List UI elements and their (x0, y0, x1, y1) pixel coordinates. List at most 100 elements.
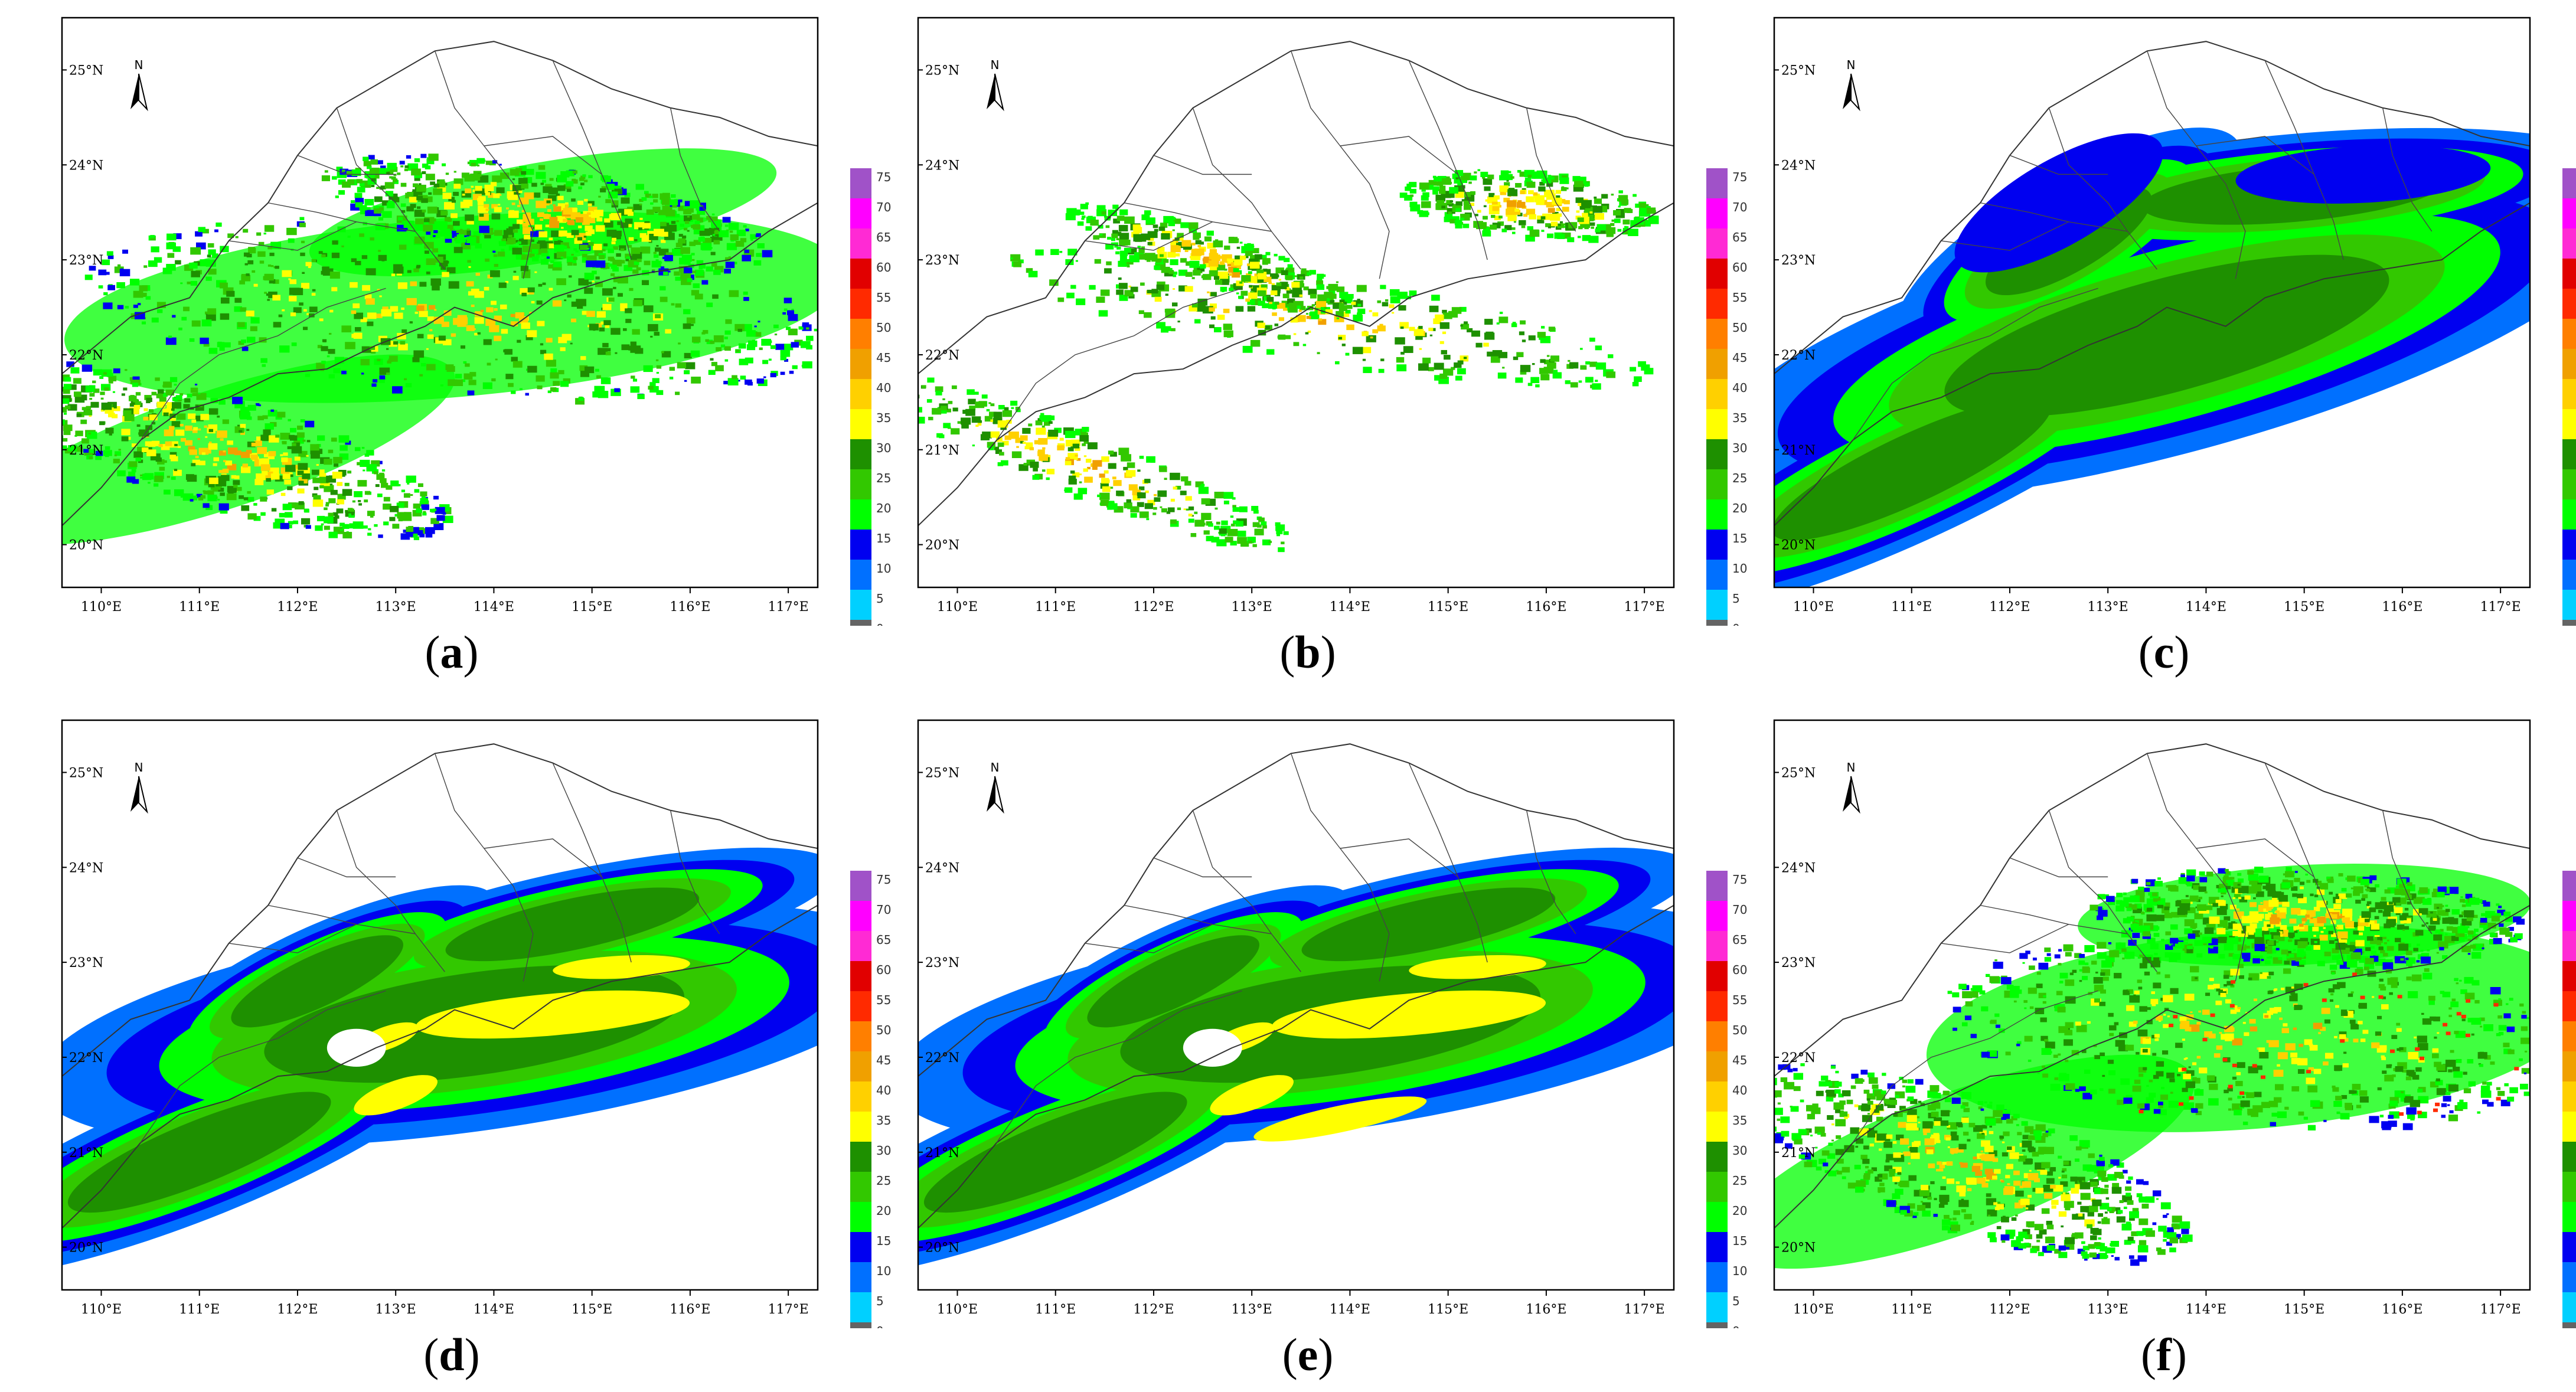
echo-pixel (550, 387, 557, 392)
echo-pixel (972, 445, 975, 447)
echo-pixel (2506, 1026, 2515, 1032)
echo-pixel (140, 474, 143, 476)
echo-pixel (1050, 249, 1059, 255)
echo-pixel (260, 512, 266, 516)
county-border (996, 990, 1242, 1143)
echo-pixel (465, 214, 474, 221)
echo-pixel (2032, 1188, 2038, 1192)
echo-pixel (1353, 300, 1363, 308)
echo-pixel (1126, 499, 1131, 503)
echo-pixel (1431, 295, 1440, 301)
echo-pixel (240, 407, 250, 414)
colorbar-label: 25 (876, 1174, 891, 1188)
echo-pixel (2134, 922, 2138, 924)
echo-pixel (2100, 1188, 2108, 1194)
echo-pixel (2284, 960, 2290, 965)
echo-pixel (1961, 1117, 1969, 1123)
echo-cell (1409, 955, 1546, 979)
echo-pixel (1068, 478, 1077, 485)
echo-pixel (2123, 1206, 2127, 1210)
echo-pixel (548, 187, 559, 195)
echo-pixel (485, 208, 489, 211)
echo-pixel (309, 313, 315, 318)
echo-pixel (213, 457, 220, 462)
echo-pixel (724, 336, 728, 339)
echo-pixel (1454, 362, 1462, 368)
echo-pixel (1167, 251, 1176, 258)
echo-pixel (196, 495, 201, 498)
echo-pixel (602, 288, 613, 296)
echo-pixel (1483, 215, 1488, 220)
echo-pixel (2097, 894, 2105, 900)
echo-pixel (1463, 357, 1467, 360)
echo-pixel (425, 174, 435, 181)
echo-pixel (1485, 199, 1489, 202)
echo-pixel (582, 174, 586, 177)
echo-pixel (246, 273, 250, 276)
echo-pixel (2153, 1074, 2159, 1079)
echo-pixel (497, 251, 505, 257)
echo-pixel (669, 367, 675, 371)
echo-pixel (537, 321, 545, 326)
echo-pixel (1028, 270, 1038, 277)
echo-pixel (156, 459, 165, 465)
echo-pixel (1190, 532, 1197, 537)
echo-pixel (2041, 1208, 2050, 1214)
echo-pixel (1560, 187, 1567, 191)
echo-pixel (1160, 506, 1163, 508)
echo-pixel (1439, 341, 1444, 344)
echo-pixel (548, 237, 553, 241)
echo-pixel (2415, 1067, 2422, 1072)
echo-pixel (136, 424, 141, 427)
echo-pixel (2094, 1055, 2100, 1059)
echo-pixel (2461, 945, 2471, 952)
echo-cell (1944, 254, 2389, 417)
longitude-label: 110°E (937, 600, 978, 615)
echo-pixel (358, 499, 361, 502)
echo-pixel (156, 393, 163, 398)
longitude-label: 113°E (376, 1302, 416, 1317)
echo-pixel (517, 241, 521, 244)
echo-pixel (1362, 331, 1369, 336)
echo-pixel (2218, 989, 2226, 995)
echo-pixel (1519, 171, 1527, 177)
echo-pixel (2115, 942, 2126, 950)
echo-pixel (2336, 927, 2339, 929)
echo-pixel (2078, 1180, 2082, 1183)
echo-pixel (508, 210, 519, 218)
echo-pixel (2069, 972, 2074, 975)
echo-pixel (2233, 1005, 2238, 1008)
echo-pixel (507, 238, 516, 244)
echo-pixel (927, 377, 935, 383)
echo-pixel (1585, 377, 1594, 383)
echo-pixel (1108, 503, 1118, 510)
echo-pixel (1100, 499, 1109, 507)
echo-pixel (567, 262, 573, 266)
echo-pixel (365, 268, 376, 276)
echo-pixel (599, 327, 605, 332)
echo-pixel (1251, 341, 1258, 347)
echo-pixel (1129, 255, 1140, 262)
echo-pixel (157, 309, 163, 313)
echo-pixel (403, 530, 408, 533)
echo-pixel (425, 532, 433, 538)
echo-pixel (1173, 218, 1181, 224)
echo-pixel (1622, 219, 1630, 225)
echo-pixel (1281, 300, 1292, 308)
echo-pixel (234, 306, 242, 312)
echo-pixel (1584, 207, 1594, 214)
echo-pixel (727, 378, 739, 385)
echo-pixel (1130, 513, 1137, 518)
echo-pixel (1173, 486, 1177, 490)
echo-pixel (768, 358, 772, 361)
echo-pixel (406, 531, 413, 537)
echo-pixel (690, 324, 694, 326)
echo-pixel (627, 207, 634, 211)
echo-pixel (2299, 1044, 2304, 1047)
echo-pixel (1271, 285, 1281, 292)
echo-pixel (151, 246, 159, 253)
echo-pixel (141, 321, 146, 325)
echo-pixel (1594, 213, 1604, 220)
echo-pixel (388, 171, 394, 175)
colorbar-swatch (1706, 1081, 1728, 1112)
